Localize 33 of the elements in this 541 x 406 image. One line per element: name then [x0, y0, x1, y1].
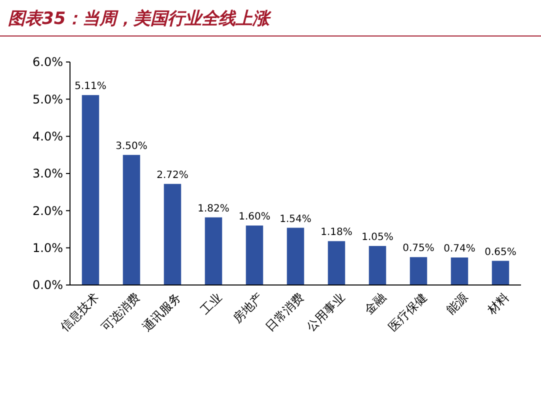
data-label: 1.54%: [280, 214, 312, 225]
data-label: 5.11%: [74, 81, 106, 92]
data-label: 2.72%: [156, 170, 188, 181]
y-tick-label: 5.0%: [32, 92, 63, 106]
y-tick-label: 3.0%: [32, 166, 63, 181]
bar: [450, 257, 468, 285]
bar: [82, 95, 100, 285]
y-tick-label: 1.0%: [32, 241, 63, 256]
bar: [286, 228, 304, 285]
bar: [328, 241, 346, 285]
bar: [204, 217, 222, 285]
y-tick-label: 6.0%: [32, 55, 63, 70]
y-tick-label: 4.0%: [32, 130, 63, 144]
bar: [246, 226, 264, 285]
x-tick-label: 能源: [444, 290, 471, 318]
data-label: 0.74%: [444, 243, 476, 254]
data-label: 1.60%: [238, 212, 270, 223]
bar: [164, 184, 182, 285]
data-label: 1.18%: [320, 227, 352, 238]
y-tick-label: 0.0%: [32, 278, 63, 292]
bar: [368, 246, 386, 285]
bar: [410, 257, 428, 285]
x-tick-label: 工业: [198, 290, 225, 318]
data-label: 0.75%: [402, 243, 434, 254]
data-label: 3.50%: [116, 140, 148, 152]
data-label: 1.05%: [362, 232, 394, 243]
data-label: 1.82%: [198, 203, 230, 214]
bar: [122, 154, 140, 285]
chart-title: 图表35：当周，美国行业全线上涨: [8, 8, 272, 29]
data-label: 0.65%: [484, 246, 516, 258]
bar: [492, 260, 510, 285]
y-tick-label: 2.0%: [32, 204, 63, 218]
x-tick-label: 材料: [484, 290, 512, 318]
